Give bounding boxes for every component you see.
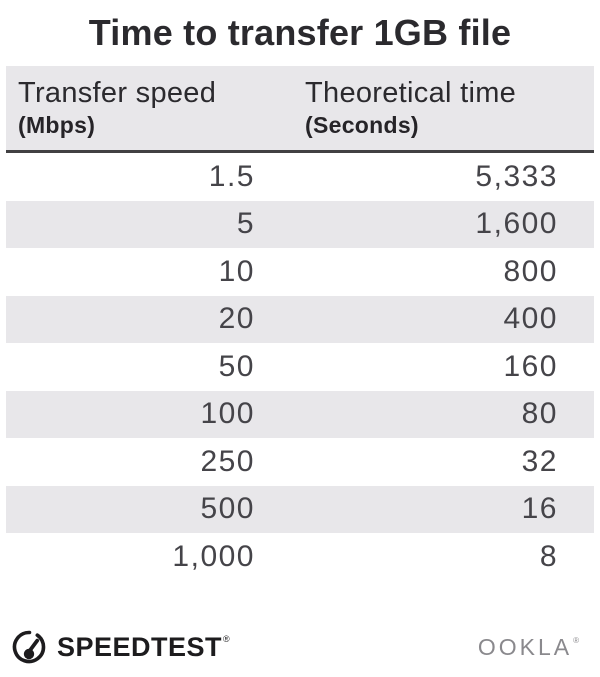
speed-cell: 1,000 xyxy=(172,539,255,573)
column-unit: (Mbps) xyxy=(18,112,96,138)
registered-trademark-icon: ® xyxy=(573,635,582,645)
speedtest-wordmark: SPEEDTEST xyxy=(57,631,223,662)
footer: SPEEDTEST ® OOKLA ® xyxy=(10,628,582,666)
table-header: Transfer speed (Mbps) Theoretical time (… xyxy=(6,66,594,153)
speed-cell: 20 xyxy=(218,302,255,336)
speed-cell: 5 xyxy=(236,207,255,241)
table-row: 5 1,600 xyxy=(6,200,594,248)
table-row: 1.5 5,333 xyxy=(6,153,594,201)
speedtest-logo: SPEEDTEST ® xyxy=(10,628,230,666)
speedtest-gauge-icon xyxy=(12,630,46,664)
column-unit: (Seconds) xyxy=(305,112,419,138)
table-row: 50 160 xyxy=(6,343,594,391)
speed-cell: 1.5 xyxy=(208,159,255,193)
table-row: 1,000 8 xyxy=(6,533,594,581)
speed-cell: 10 xyxy=(218,254,255,288)
speed-cell: 50 xyxy=(218,349,255,383)
ookla-wordmark: OOKLA xyxy=(477,633,573,660)
table-row: 250 32 xyxy=(6,438,594,486)
speed-cell: 100 xyxy=(200,397,255,431)
column-header-transfer-speed: Transfer speed (Mbps) xyxy=(6,76,305,139)
time-cell: 8 xyxy=(539,539,558,573)
table-row: 20 400 xyxy=(6,295,594,343)
speed-cell: 250 xyxy=(200,444,255,478)
ookla-logo: OOKLA ® xyxy=(478,634,582,661)
column-header-theoretical-time: Theoretical time (Seconds) xyxy=(305,76,594,139)
time-cell: 400 xyxy=(503,302,558,336)
time-cell: 1,600 xyxy=(475,207,558,241)
time-cell: 160 xyxy=(503,349,558,383)
time-cell: 800 xyxy=(503,254,558,288)
registered-trademark-icon: ® xyxy=(223,633,231,644)
time-cell: 80 xyxy=(521,397,558,431)
column-label: Transfer speed xyxy=(18,77,217,109)
page-title: Time to transfer 1GB file xyxy=(88,12,512,53)
table-row: 10 800 xyxy=(6,248,594,296)
table-row: 500 16 xyxy=(6,485,594,533)
column-label: Theoretical time xyxy=(305,77,517,109)
time-cell: 16 xyxy=(521,492,558,526)
transfer-time-table: Transfer speed (Mbps) Theoretical time (… xyxy=(6,66,594,581)
time-cell: 5,333 xyxy=(475,159,558,193)
table-row: 100 80 xyxy=(6,390,594,438)
time-cell: 32 xyxy=(521,444,558,478)
speed-cell: 500 xyxy=(200,492,255,526)
